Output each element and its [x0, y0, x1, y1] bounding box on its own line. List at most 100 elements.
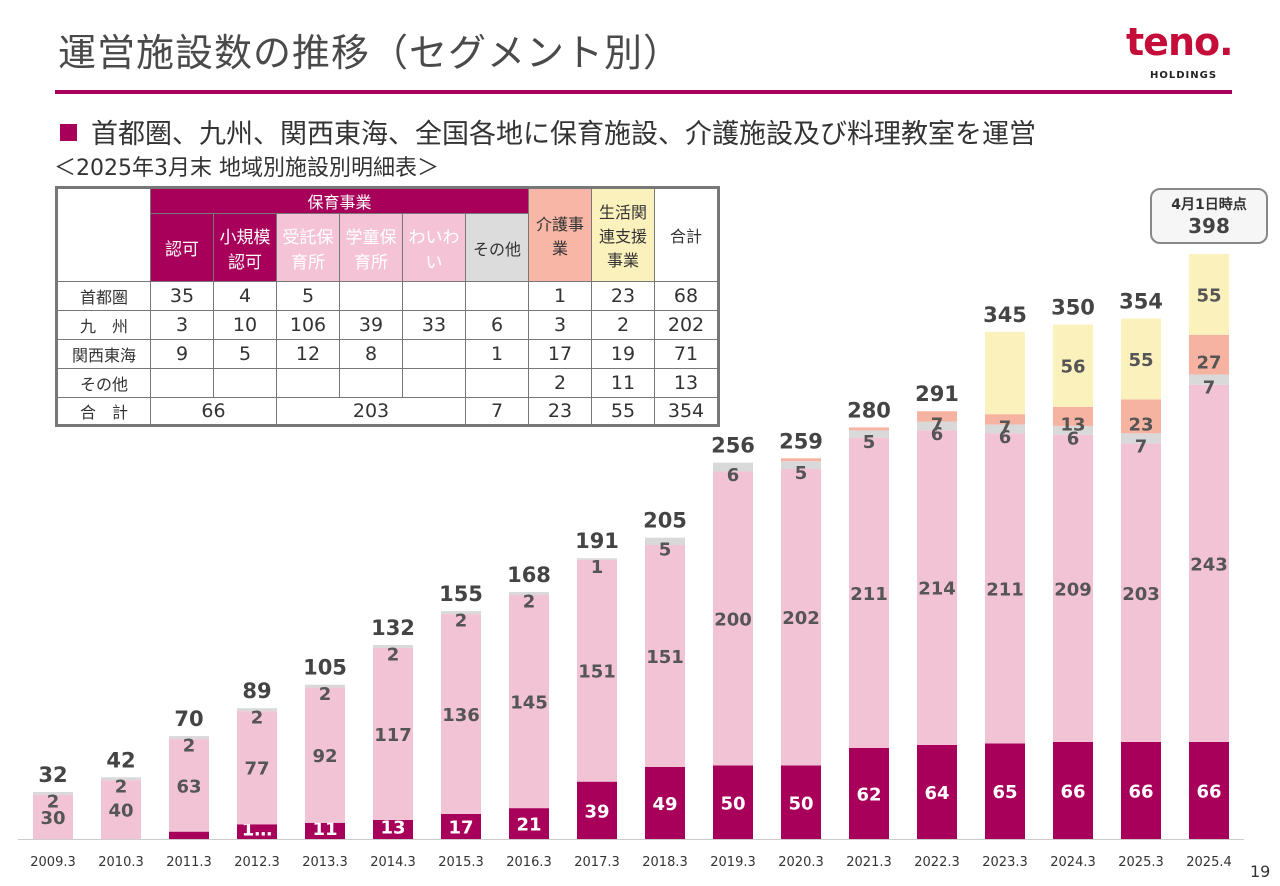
total-label: 32: [38, 763, 67, 787]
data-label: 200: [714, 610, 752, 631]
bar-segment: [781, 458, 821, 462]
table-cell: 5: [276, 281, 340, 311]
total-row-cell: 66: [150, 397, 277, 426]
data-label: 2: [47, 791, 60, 812]
bar-segment: [577, 559, 617, 782]
data-label: 243: [1190, 554, 1228, 575]
data-label: 13: [380, 817, 405, 838]
data-label: 211: [986, 579, 1024, 600]
data-label: 23: [1128, 414, 1153, 435]
x-tick-label: 2023.3: [982, 855, 1028, 870]
data-label: 5: [795, 463, 808, 484]
data-label: 2: [183, 736, 196, 757]
header-total: 合計: [654, 187, 719, 282]
data-label: 39: [584, 801, 609, 822]
table-cell: 3: [150, 310, 214, 340]
data-label: 27: [1196, 353, 1221, 374]
total-label: 205: [643, 509, 687, 533]
data-label: 55: [1196, 285, 1221, 306]
bar-segment: [849, 437, 889, 748]
total-row-cell: 7: [465, 397, 529, 426]
total-label: 354: [1119, 290, 1163, 314]
data-label: 7: [931, 414, 944, 435]
x-tick-label: 2011.3: [166, 855, 212, 870]
table-cell: 39: [339, 310, 403, 340]
bar-segment: [1053, 741, 1093, 839]
x-tick-label: 2024.3: [1050, 855, 1096, 870]
table-row: その他 2 11 13: [56, 368, 719, 398]
table-cell: 3: [528, 310, 592, 340]
bar-segment: [917, 744, 957, 839]
table-cell: 23: [591, 281, 655, 311]
bar-segment: [577, 781, 617, 839]
data-label: 40: [108, 801, 133, 822]
bar-segment: [1053, 406, 1093, 426]
data-label: 55: [1128, 350, 1153, 371]
bar-segment: [373, 819, 413, 839]
table-row: 九 州 3 10 106 39 33 6 3 2 202: [56, 310, 719, 340]
data-label: 62: [856, 784, 881, 805]
bar-segment: [917, 430, 957, 745]
x-tick-label: 2014.3: [370, 855, 416, 870]
bar-segment: [1189, 253, 1229, 335]
bar-segment: [1189, 374, 1229, 385]
data-label: 2: [319, 684, 332, 705]
header-jutaku: 受託保育所: [276, 213, 340, 282]
data-label: 6: [931, 424, 944, 445]
bar-segment: [441, 614, 481, 815]
bar-segment: [1121, 318, 1161, 400]
data-label: 6: [727, 465, 740, 486]
total-label: 191: [575, 529, 619, 553]
bar-segment: [441, 814, 481, 839]
page-number: 19: [1250, 862, 1271, 881]
total-label: 89: [242, 679, 271, 703]
bar-segment: [781, 461, 821, 469]
x-tick-label: 2012.3: [234, 855, 280, 870]
bar-segment: [373, 644, 413, 648]
bar-segment: [305, 684, 345, 688]
data-label: 30: [40, 808, 65, 829]
bar-segment: [33, 791, 73, 795]
bar-segment: [509, 808, 549, 839]
header-gakudo: 学童保育所: [339, 213, 403, 282]
data-label: 117: [374, 725, 412, 746]
x-tick-label: 2020.3: [778, 855, 824, 870]
bar-segment: [781, 765, 821, 839]
data-label: 2: [115, 777, 128, 798]
x-tick-label: 2010.3: [98, 855, 144, 870]
x-tick-label: 2025.3: [1118, 855, 1164, 870]
data-label: 7: [999, 417, 1012, 438]
data-label: 151: [578, 662, 616, 683]
data-label: 202: [782, 608, 820, 629]
data-label: 17: [448, 818, 473, 839]
data-label: 92: [312, 746, 337, 767]
header-shokibo: 小規模認可: [213, 213, 277, 282]
table-cell: 35: [150, 281, 214, 311]
total-label: 280: [847, 398, 891, 422]
total-label: 42: [106, 748, 135, 772]
table-cell: 13: [654, 368, 719, 398]
data-label: 5: [659, 539, 672, 560]
april-snapshot-callout: 4月1日時点 398: [1150, 188, 1268, 244]
table-cell: 2: [591, 310, 655, 340]
data-label: 6: [999, 427, 1012, 448]
data-label: 63: [176, 776, 201, 797]
data-label: 5: [863, 432, 876, 453]
bar-segment: [645, 537, 685, 545]
bar-segment: [33, 794, 73, 839]
data-label: 6: [1067, 428, 1080, 449]
data-label: 151: [646, 647, 684, 668]
table-caption: ＜2025年3月末 地域別施設別明細表＞: [54, 156, 439, 181]
header-kaigo: 介護事業: [528, 187, 592, 282]
x-tick-label: 2019.3: [710, 855, 756, 870]
data-label: 66: [1128, 781, 1153, 802]
x-tick-label: 2025.4: [1186, 855, 1232, 870]
total-label: 291: [915, 382, 959, 406]
data-label: 7: [1135, 436, 1148, 457]
bar-segment: [645, 766, 685, 839]
bar-segment: [713, 462, 753, 472]
logo-subtext: HOLDINGS: [1150, 70, 1218, 81]
bar-segment: [1189, 334, 1229, 375]
bar-segment: [101, 780, 141, 839]
data-label: 64: [924, 783, 949, 804]
